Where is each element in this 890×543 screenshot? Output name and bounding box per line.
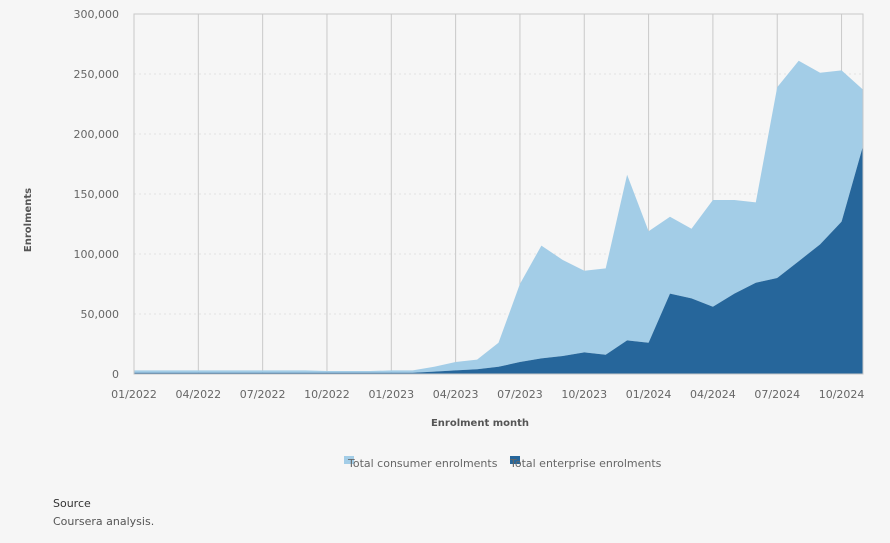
x-tick-label: 04/2024	[690, 388, 736, 401]
y-tick-label: 0	[112, 368, 119, 381]
y-tick-label: 250,000	[74, 68, 120, 81]
y-tick-label: 100,000	[74, 248, 120, 261]
x-tick-label: 04/2023	[433, 388, 479, 401]
x-tick-label: 10/2023	[561, 388, 607, 401]
legend-label-enterprise: Total enterprise enrolments	[509, 457, 662, 470]
x-tick-label: 10/2022	[304, 388, 350, 401]
x-tick-label: 10/2024	[819, 388, 865, 401]
source-title: Source	[53, 497, 91, 510]
y-tick-label: 50,000	[81, 308, 120, 321]
legend-swatch-enterprise	[510, 456, 520, 464]
legend-label-consumer: Total consumer enrolments	[347, 457, 498, 470]
x-tick-label: 07/2022	[240, 388, 286, 401]
enrolment-area-chart: 0 50,000 100,000 150,000 200,000 250,000 300,0…	[23, 8, 864, 470]
y-tick-label: 150,000	[74, 188, 120, 201]
source-text: Coursera analysis.	[53, 515, 155, 528]
source-block: Source Coursera analysis.	[53, 497, 154, 528]
area-total-enterprise-enrolments[interactable]	[134, 146, 863, 374]
x-tick-label: 07/2023	[497, 388, 543, 401]
stacked-areas	[134, 60, 863, 374]
x-tick-label: 04/2022	[175, 388, 221, 401]
y-axis-title: Enrolments	[23, 188, 34, 252]
legend-item-consumer[interactable]: Total consumer enrolments	[344, 456, 498, 470]
x-tick-label: 07/2024	[754, 388, 800, 401]
x-tick-label: 01/2023	[368, 388, 414, 401]
legend: Total consumer enrolments Total enterpri…	[344, 456, 662, 470]
x-tick-label: 01/2022	[111, 388, 157, 401]
x-axis-ticks: 01/2022 04/2022 07/2022 10/2022 01/2023 04/20…	[111, 388, 864, 401]
x-axis-title: Enrolment month	[431, 418, 529, 429]
legend-item-enterprise[interactable]: Total enterprise enrolments	[509, 456, 662, 470]
y-axis-ticks: 0 50,000 100,000 150,000 200,000 250,000 300,0…	[74, 8, 120, 381]
legend-swatch-consumer	[344, 456, 354, 464]
y-tick-label: 200,000	[74, 128, 120, 141]
x-tick-label: 01/2024	[626, 388, 672, 401]
y-tick-label: 300,000	[74, 8, 120, 21]
plot-frame	[133, 13, 864, 375]
area-total-consumer-enrolments[interactable]	[134, 60, 863, 373]
